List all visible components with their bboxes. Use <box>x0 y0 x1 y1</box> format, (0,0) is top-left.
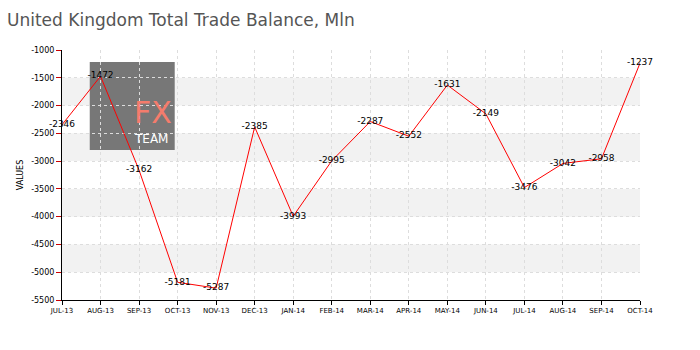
svg-text:-2149: -2149 <box>473 108 499 118</box>
svg-text:MAR-14: MAR-14 <box>357 307 384 315</box>
svg-text:AUG-13: AUG-13 <box>87 307 114 315</box>
svg-text:AUG-14: AUG-14 <box>550 307 577 315</box>
svg-text:-3500: -3500 <box>31 185 54 194</box>
svg-text:JAN-14: JAN-14 <box>280 307 305 315</box>
svg-text:-2958: -2958 <box>588 153 614 163</box>
svg-text:-3476: -3476 <box>511 182 537 192</box>
svg-text:VALUES: VALUES <box>16 160 25 190</box>
svg-text:-5500: -5500 <box>31 296 54 305</box>
svg-text:United Kingdom Total Trade Bal: United Kingdom Total Trade Balance, Mln <box>7 10 355 30</box>
svg-text:JUL-13: JUL-13 <box>50 307 73 315</box>
svg-text:SEP-13: SEP-13 <box>127 307 151 315</box>
svg-text:-4500: -4500 <box>31 240 54 249</box>
svg-text:TEAM: TEAM <box>134 132 168 146</box>
svg-text:-3162: -3162 <box>126 164 152 174</box>
svg-text:NOV-13: NOV-13 <box>203 307 229 315</box>
svg-text:FEB-14: FEB-14 <box>319 307 344 315</box>
svg-text:-5000: -5000 <box>31 268 54 277</box>
svg-text:-3000: -3000 <box>31 157 54 166</box>
svg-text:-2000: -2000 <box>31 101 54 110</box>
svg-text:OCT-14: OCT-14 <box>627 307 653 315</box>
svg-text:JUN-14: JUN-14 <box>473 307 498 315</box>
svg-text:OCT-13: OCT-13 <box>165 307 190 315</box>
svg-text:-3993: -3993 <box>280 211 306 221</box>
svg-text:DEC-13: DEC-13 <box>242 307 268 315</box>
svg-text:-1472: -1472 <box>87 70 113 80</box>
svg-text:-3042: -3042 <box>550 158 576 168</box>
svg-text:MAY-14: MAY-14 <box>435 307 461 315</box>
svg-text:-5181: -5181 <box>165 277 191 287</box>
svg-text:JUL-14: JUL-14 <box>512 307 536 315</box>
svg-text:-2995: -2995 <box>319 155 345 165</box>
svg-text:-1631: -1631 <box>434 79 460 89</box>
svg-text:-1000: -1000 <box>31 46 54 55</box>
svg-text:APR-14: APR-14 <box>396 307 422 315</box>
svg-text:-5287: -5287 <box>203 282 229 292</box>
svg-text:-1500: -1500 <box>31 74 54 83</box>
svg-text:-2346: -2346 <box>49 119 75 129</box>
svg-text:SEP-14: SEP-14 <box>589 307 614 315</box>
svg-text:-2552: -2552 <box>396 130 422 140</box>
svg-text:-2385: -2385 <box>242 121 268 131</box>
svg-text:-1237: -1237 <box>627 57 653 67</box>
svg-text:-2500: -2500 <box>31 129 54 138</box>
svg-text:-2287: -2287 <box>357 116 383 126</box>
svg-text:FX: FX <box>134 95 172 130</box>
svg-text:-4000: -4000 <box>31 212 54 221</box>
